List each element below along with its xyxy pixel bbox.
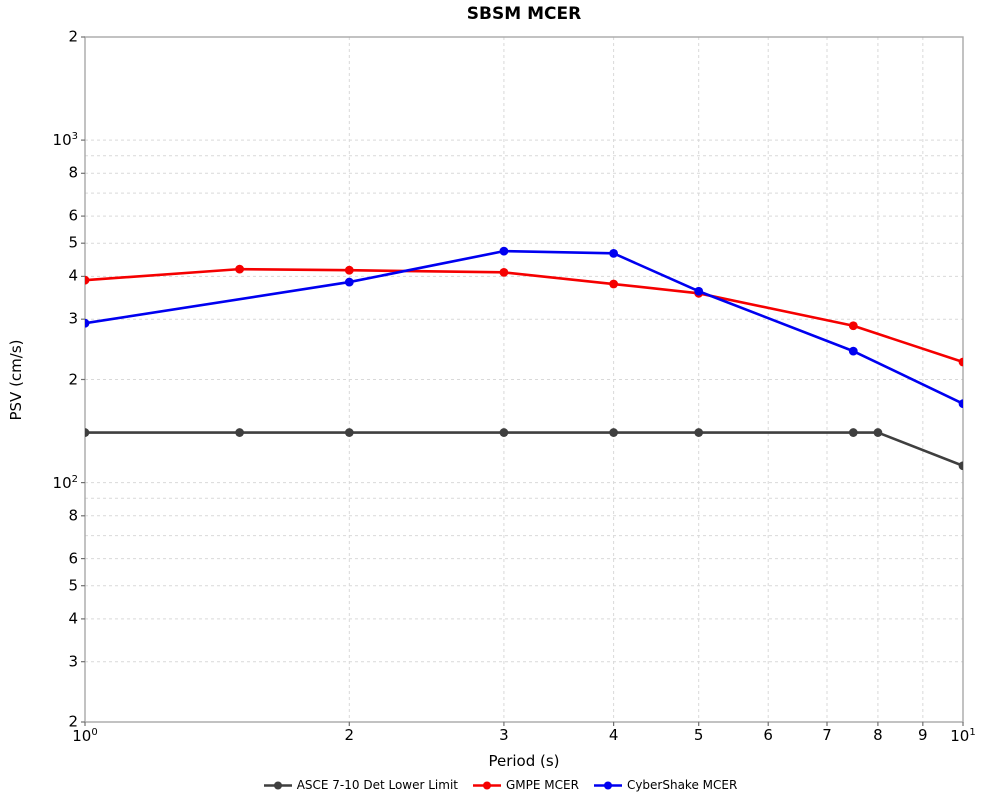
data-point-marker bbox=[848, 346, 858, 356]
x-tick-label: 6 bbox=[763, 726, 773, 744]
data-point-marker bbox=[235, 264, 245, 274]
data-point-marker bbox=[958, 461, 963, 471]
series-line bbox=[85, 267, 963, 364]
y-tick-label: 5 bbox=[68, 233, 78, 252]
data-point-marker bbox=[958, 357, 963, 367]
data-point-marker bbox=[85, 275, 90, 285]
series-line bbox=[85, 431, 963, 467]
legend: ASCE 7-10 Det Lower Limit GMPE MCER CyberS… bbox=[0, 778, 1000, 792]
legend-item-gmpe-mcer: GMPE MCER bbox=[472, 778, 579, 792]
y-tick-label: 8 bbox=[68, 163, 78, 182]
x-axis-title: Period (s) bbox=[488, 752, 560, 770]
data-point-marker bbox=[499, 267, 509, 277]
legend-item-cybershake-mcer: CyberShake MCER bbox=[593, 778, 737, 792]
x-tick-label: 8 bbox=[873, 726, 883, 744]
data-point-marker bbox=[344, 265, 354, 275]
x-tick-label: 101 bbox=[950, 727, 976, 745]
x-tick-label: 3 bbox=[499, 726, 509, 744]
data-point-marker bbox=[609, 248, 619, 258]
y-tick-label: 2 bbox=[68, 27, 78, 46]
y-tick-label: 2 bbox=[68, 712, 78, 731]
data-point-marker bbox=[235, 428, 245, 437]
x-tick-label: 2 bbox=[344, 726, 355, 744]
data-point-marker bbox=[499, 428, 509, 437]
series-asce-7-10-det-lower-limit bbox=[85, 428, 963, 471]
data-point-marker bbox=[344, 277, 354, 287]
y-tick-label: 103 bbox=[52, 131, 78, 150]
series-gmpe-mcer bbox=[85, 264, 963, 367]
data-point-marker bbox=[609, 428, 619, 437]
y-tick-label: 6 bbox=[68, 549, 78, 568]
x-tick-label: 5 bbox=[693, 726, 704, 744]
chart-title: SBSM MCER bbox=[466, 4, 582, 24]
data-point-marker bbox=[958, 399, 963, 409]
legend-marker-icon bbox=[473, 781, 501, 789]
data-point-marker bbox=[873, 428, 883, 437]
y-tick-label: 6 bbox=[68, 206, 78, 225]
x-tick-label: 9 bbox=[918, 726, 928, 744]
series-cybershake-mcer bbox=[85, 246, 963, 409]
data-point-marker bbox=[609, 279, 619, 289]
legend-marker-icon bbox=[263, 781, 292, 789]
y-tick-label: 4 bbox=[68, 266, 78, 285]
data-point-marker bbox=[85, 318, 90, 328]
legend-label: ASCE 7-10 Det Lower Limit bbox=[296, 778, 458, 792]
y-tick-label: 8 bbox=[68, 506, 78, 525]
y-tick-label: 102 bbox=[52, 473, 78, 492]
y-tick-label: 4 bbox=[68, 609, 78, 628]
data-point-marker bbox=[344, 428, 354, 437]
data-point-marker bbox=[694, 286, 704, 296]
x-tick-label: 4 bbox=[608, 726, 619, 744]
y-tick-label: 5 bbox=[68, 576, 78, 595]
legend-item-asce-7-10-det-lower-limit: ASCE 7-10 Det Lower Limit bbox=[263, 778, 458, 792]
y-tick-label: 3 bbox=[68, 309, 78, 328]
data-point-marker bbox=[499, 246, 509, 256]
legend-marker-icon bbox=[593, 781, 622, 789]
y-tick-label: 3 bbox=[68, 652, 78, 671]
legend-label: CyberShake MCER bbox=[626, 778, 738, 792]
x-tick-label: 100 bbox=[72, 727, 98, 745]
legend-label: GMPE MCER bbox=[506, 778, 579, 792]
data-point-marker bbox=[85, 428, 90, 437]
x-tick-label: 7 bbox=[822, 726, 832, 744]
y-tick-label: 2 bbox=[68, 370, 78, 388]
data-point-marker bbox=[848, 428, 858, 437]
data-point-marker bbox=[848, 321, 858, 331]
data-point-marker bbox=[694, 428, 704, 437]
